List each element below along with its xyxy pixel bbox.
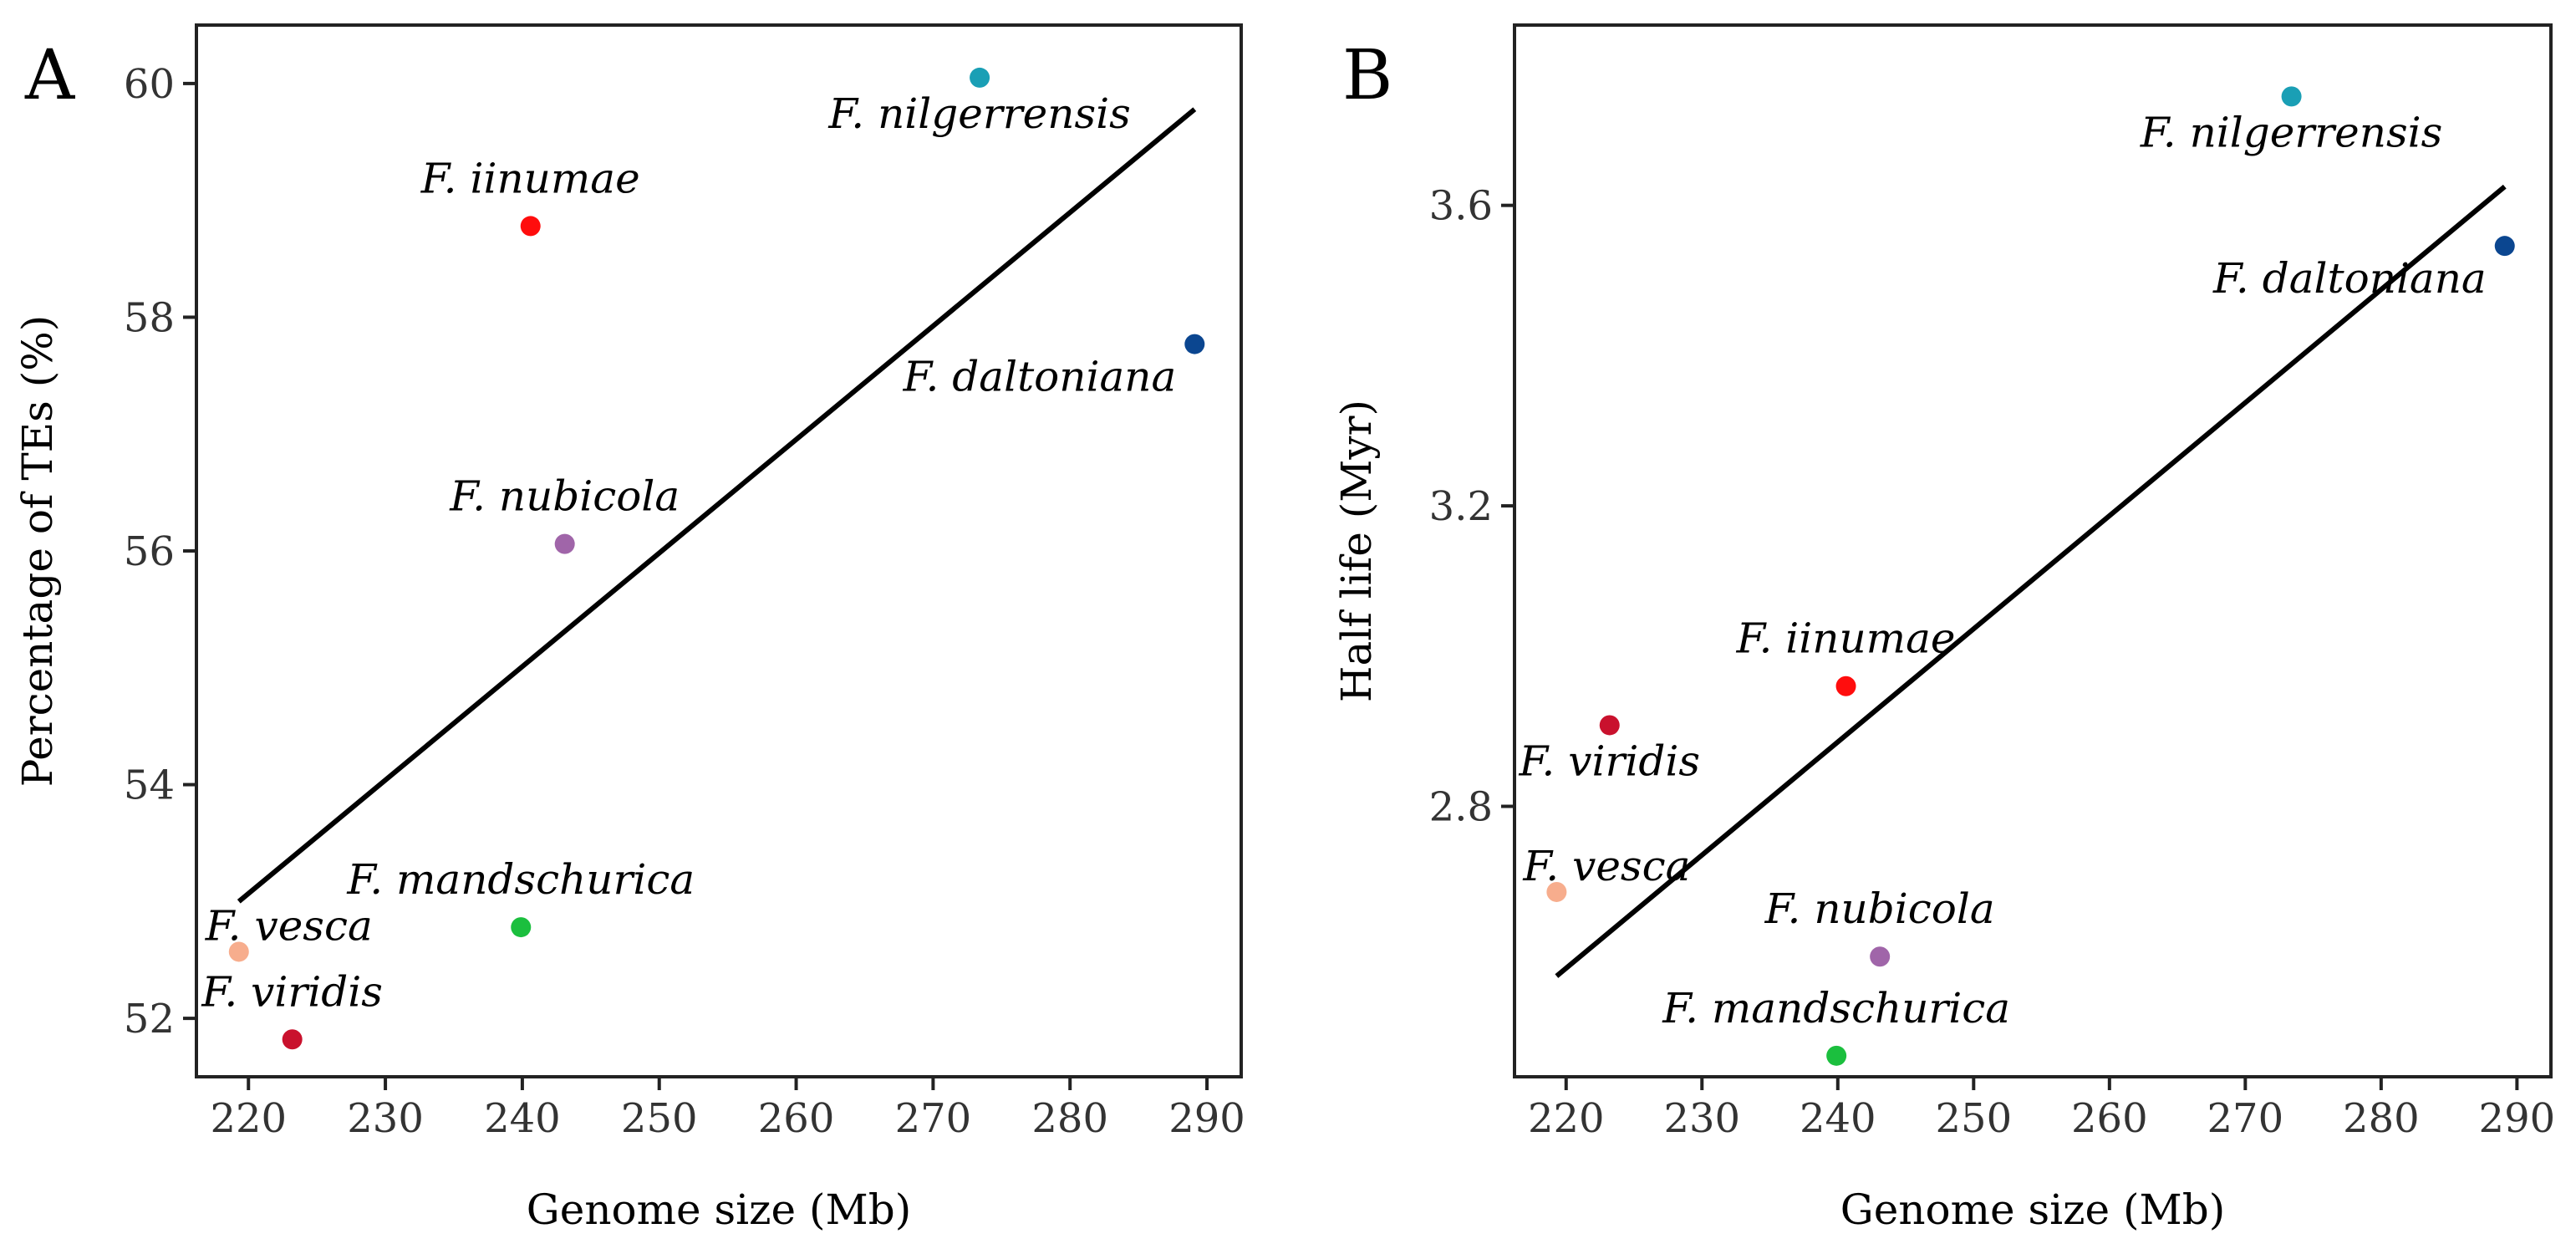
panel-b-point-label-f-mandschurica: F. mandschurica: [1662, 984, 2010, 1032]
panel-b-letter: B: [1342, 36, 1392, 115]
panel-a-point-f-iinumae: [520, 216, 541, 237]
panel-b-point-f-iinumae: [1835, 675, 1856, 696]
panel-a-point-f-daltoniana: [1184, 334, 1205, 354]
panel-b-point-f-viridis: [1599, 715, 1620, 736]
panel-b-point-label-f-daltoniana: F. daltoniana: [2212, 254, 2487, 303]
panel-b-y-tick-label-3-2: 3.2: [1429, 483, 1493, 530]
panel-a-y-tick-label-58: 58: [124, 294, 175, 341]
panel-a-letter: A: [24, 36, 76, 115]
panel-a-regression-line: [237, 107, 1197, 904]
panel-a-x-tick-label-220: 220: [210, 1095, 287, 1142]
panel-b-point-f-mandschurica: [1826, 1045, 1847, 1066]
panel-b-y-tick-label-2-8: 2.8: [1429, 784, 1493, 831]
panel-b-x-tick-label-290: 290: [2479, 1095, 2556, 1142]
panel-a-point-label-f-daltoniana: F. daltoniana: [903, 353, 1177, 401]
panel-a-point-f-nubicola: [554, 533, 575, 554]
panel-b-point-label-f-viridis: F. viridis: [1519, 737, 1700, 785]
panel-a-x-tick-label-230: 230: [347, 1095, 424, 1142]
panel-b-point-f-vesca: [1546, 881, 1567, 902]
panel-b-y-tick-label-3-6: 3.6: [1429, 183, 1493, 230]
panel-a-y-tick-label-54: 54: [124, 762, 175, 809]
panel-a-point-label-f-vesca: F. vesca: [205, 901, 373, 950]
panel-b-x-tick-label-260: 260: [2071, 1095, 2148, 1142]
panel-a-point-f-viridis: [282, 1029, 303, 1050]
panel-a-x-tick-label-270: 270: [895, 1095, 972, 1142]
panel-b: B 220 230 240 250 260 270 280 290 2.8 3.2 3.6 Genome…: [1332, 23, 2556, 1234]
panel-a-x-tick-label-290: 290: [1168, 1095, 1245, 1142]
panel-a-point-label-f-nubicola: F. nubicola: [449, 472, 680, 521]
panel-a: A 220 230 240 250 260 270 280 290 52 54 56 58 60 Genom…: [13, 23, 1245, 1234]
panel-a-x-tick-label-240: 240: [484, 1095, 561, 1142]
panel-b-x-tick-label-270: 270: [2207, 1095, 2284, 1142]
panel-a-y-tick-label-52: 52: [124, 996, 175, 1043]
panel-a-x-tick-label-250: 250: [621, 1095, 698, 1142]
panel-a-point-label-f-iinumae: F. iinumae: [420, 154, 640, 202]
panel-b-point-label-f-vesca: F. vesca: [1522, 842, 1690, 890]
panel-a-point-f-mandschurica: [511, 917, 532, 938]
panel-a-x-tick-label-260: 260: [758, 1095, 835, 1142]
panel-b-x-tick-label-250: 250: [1935, 1095, 2012, 1142]
panel-a-point-f-nilgerrensis: [970, 67, 990, 88]
panel-a-x-axis-label: Genome size (Mb): [527, 1185, 911, 1234]
panel-a-x-tick-label-280: 280: [1031, 1095, 1108, 1142]
panel-b-y-axis-label: Half life (Myr): [1332, 400, 1381, 702]
panel-b-x-tick-label-280: 280: [2343, 1095, 2420, 1142]
panel-a-y-tick-label-60: 60: [124, 61, 175, 108]
panel-a-y-tick-label-56: 56: [124, 528, 175, 575]
panel-b-plot-frame: [1513, 23, 2553, 1078]
panel-a-point-label-f-viridis: F. viridis: [201, 967, 382, 1016]
panel-b-x-tick-label-240: 240: [1800, 1095, 1876, 1142]
panel-a-point-label-f-mandschurica: F. mandschurica: [346, 855, 695, 904]
panel-a-point-f-vesca: [228, 941, 249, 962]
panel-b-x-tick-label-220: 220: [1528, 1095, 1605, 1142]
panel-b-point-f-daltoniana: [2494, 236, 2515, 257]
panel-b-point-f-nubicola: [1870, 946, 1891, 967]
panel-b-regression-line: [1555, 184, 2507, 978]
panel-a-y-axis-label: Percentage of TEs (%): [13, 315, 62, 788]
panel-b-x-axis-label: Genome size (Mb): [1840, 1185, 2225, 1234]
panel-b-point-label-f-nilgerrensis: F. nilgerrensis: [2140, 108, 2442, 156]
panel-b-point-f-nilgerrensis: [2281, 86, 2302, 107]
panel-b-point-label-f-iinumae: F. iinumae: [1736, 614, 1956, 663]
panel-b-x-tick-label-230: 230: [1663, 1095, 1740, 1142]
panel-b-point-label-f-nubicola: F. nubicola: [1764, 884, 1995, 933]
panel-a-point-label-f-nilgerrensis: F. nilgerrensis: [827, 89, 1130, 138]
